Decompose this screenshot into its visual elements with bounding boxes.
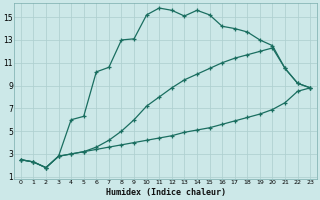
X-axis label: Humidex (Indice chaleur): Humidex (Indice chaleur)	[106, 188, 226, 197]
